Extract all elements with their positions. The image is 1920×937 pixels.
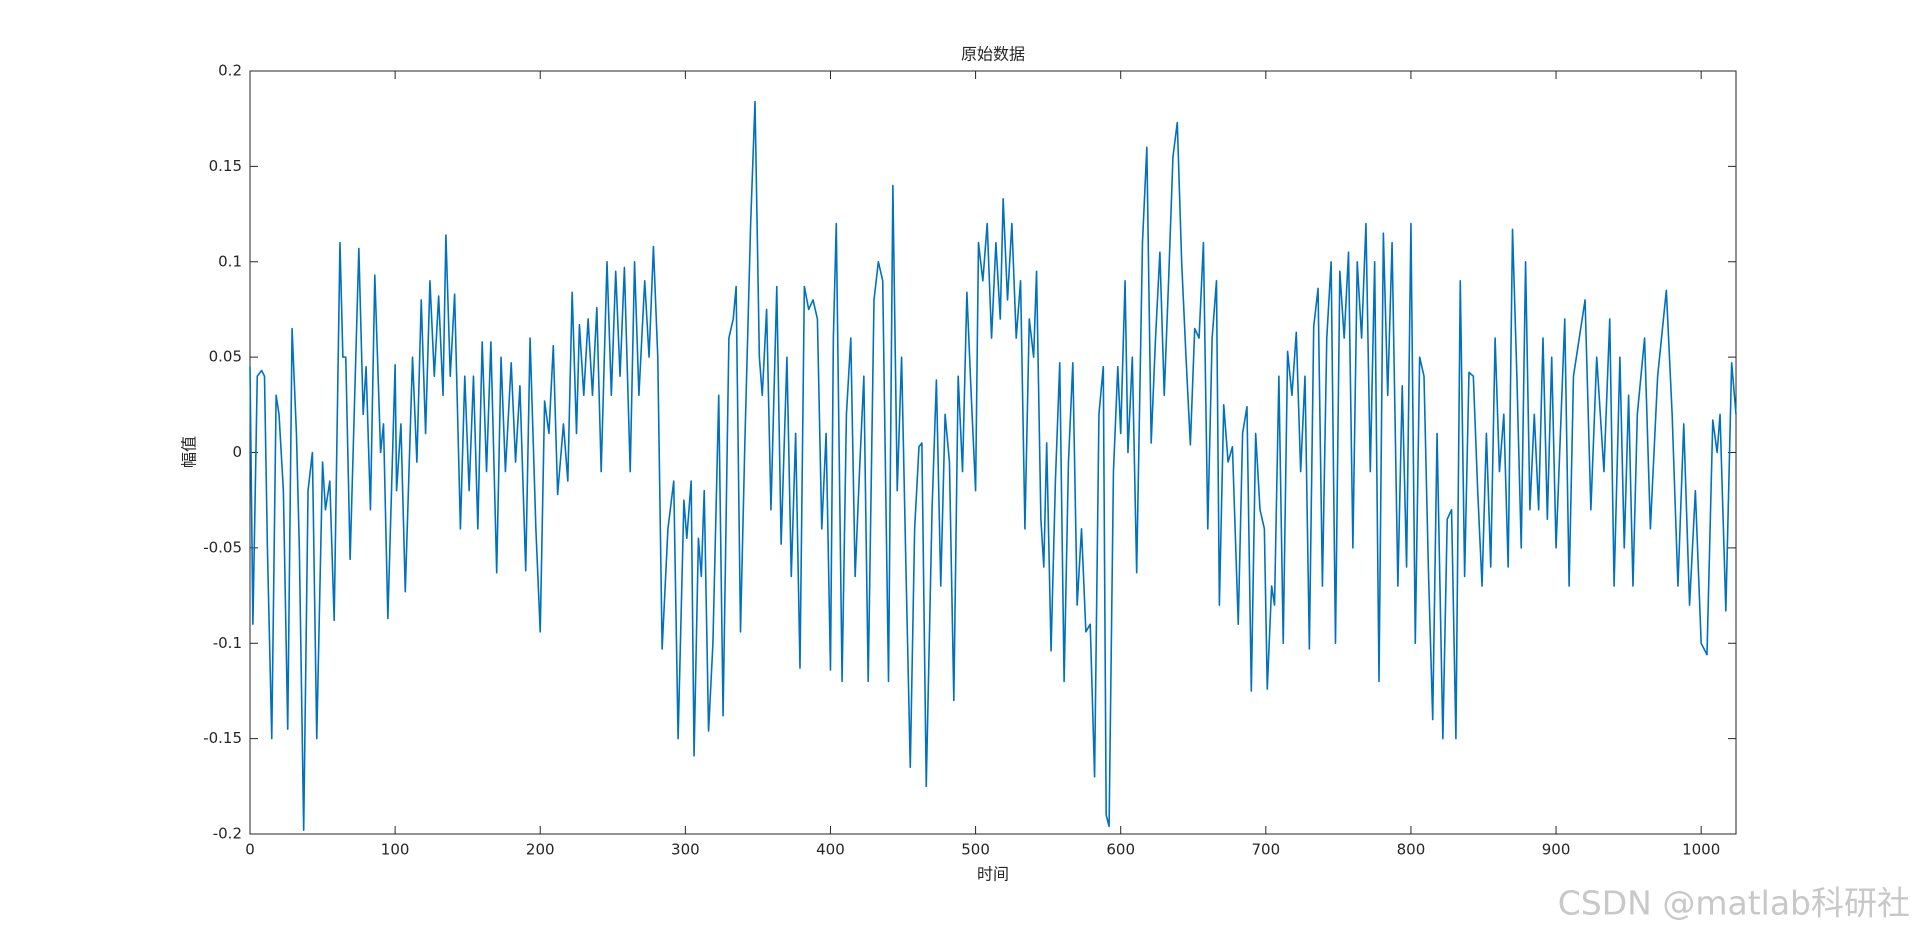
y-axis-label: 幅值 xyxy=(180,436,199,468)
y-tick-label: 0.2 xyxy=(218,62,242,80)
x-tick-label: 600 xyxy=(1106,841,1135,859)
y-tick-label: 0.05 xyxy=(209,348,242,366)
data-line xyxy=(249,100,1737,831)
y-tick-label: 0.1 xyxy=(218,252,242,270)
x-tick-label: 500 xyxy=(961,841,990,859)
y-tick-label: -0.1 xyxy=(213,634,242,652)
x-tick-label: 400 xyxy=(816,841,845,859)
y-tick-label: 0.15 xyxy=(209,157,242,175)
x-tick-label: 200 xyxy=(526,841,555,859)
x-tick-label: 100 xyxy=(381,841,410,859)
y-tick-label: -0.05 xyxy=(203,538,242,556)
chart-title: 原始数据 xyxy=(961,45,1025,64)
x-tick-label: 800 xyxy=(1397,841,1426,859)
watermark: CSDN @matlab科研社 xyxy=(1558,884,1910,923)
x-tick-label: 700 xyxy=(1252,841,1281,859)
x-tick-label: 0 xyxy=(245,841,255,859)
y-tick-label: -0.2 xyxy=(213,825,242,843)
y-tick-label: -0.15 xyxy=(203,729,242,747)
x-tick-label: 1000 xyxy=(1682,841,1720,859)
x-axis-label: 时间 xyxy=(977,865,1009,884)
axes-box xyxy=(249,70,1737,835)
x-tick-label: 300 xyxy=(671,841,700,859)
y-tick-label: 0 xyxy=(232,443,242,461)
x-tick-label: 900 xyxy=(1542,841,1571,859)
